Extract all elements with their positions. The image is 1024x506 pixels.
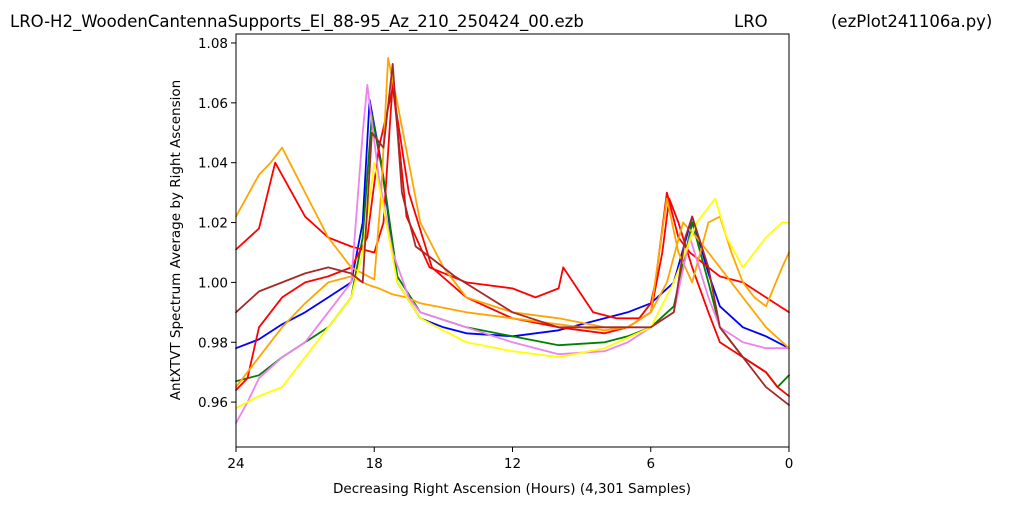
series-group	[235, 57, 790, 425]
y-ticks: 0.96 0.98 1.00 1.02 1.04 1.06 1.08	[198, 36, 236, 411]
y-tick-label: 0.96	[198, 395, 228, 411]
y-tick-label: 1.02	[198, 216, 228, 232]
plot-frame	[235, 33, 790, 448]
series-line-9	[235, 63, 790, 407]
y-tick-label: 1.08	[198, 36, 228, 52]
header-file-name: LRO-H2_WoodenCantennaSupports_El_88-95_A…	[10, 12, 584, 32]
series-line-4	[235, 87, 790, 398]
series-line-5	[235, 57, 790, 329]
x-tick-label: 24	[227, 456, 244, 472]
series-line-3	[235, 81, 790, 320]
x-tick-label: 12	[504, 456, 521, 472]
header-script-name: (ezPlot241106a.py)	[831, 12, 992, 31]
series-line-8	[235, 161, 790, 410]
y-tick-label: 0.98	[198, 335, 228, 351]
x-ticks: 24 18 12 6 0	[227, 447, 793, 472]
y-tick-label: 1.04	[198, 156, 228, 172]
x-tick-label: 0	[785, 456, 794, 472]
series-line-7	[235, 84, 790, 425]
y-tick-label: 1.06	[198, 96, 228, 112]
y-tick-label: 1.00	[198, 275, 228, 291]
series-line-2	[235, 113, 790, 389]
x-tick-label: 18	[366, 456, 383, 472]
y-axis-label: AntXTVT Spectrum Average by Right Ascens…	[168, 80, 184, 400]
x-tick-label: 6	[646, 456, 655, 472]
series-line-1	[235, 98, 790, 350]
header-station: LRO	[734, 12, 768, 31]
x-axis-label: Decreasing Right Ascension (Hours) (4,30…	[333, 481, 691, 497]
